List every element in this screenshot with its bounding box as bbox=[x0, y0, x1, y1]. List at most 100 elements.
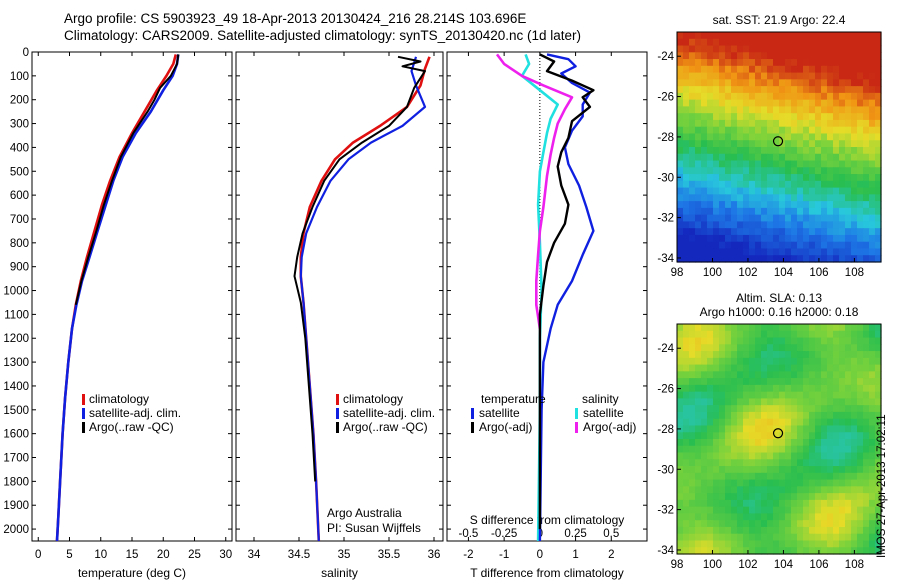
map-cell bbox=[725, 126, 732, 135]
map-cell bbox=[845, 214, 852, 223]
map-cell bbox=[731, 86, 738, 94]
map-cell bbox=[725, 174, 732, 182]
map-cell bbox=[803, 364, 810, 372]
map-cell bbox=[767, 119, 774, 128]
legend-title-temperature: temperature bbox=[481, 392, 546, 406]
map-cell bbox=[707, 119, 714, 128]
map-cell bbox=[839, 228, 846, 236]
map-cell bbox=[857, 466, 864, 474]
map-cell bbox=[743, 540, 750, 548]
map-cell bbox=[785, 194, 792, 202]
map-cell bbox=[785, 547, 792, 555]
map-cell bbox=[797, 65, 804, 74]
map-cell bbox=[821, 486, 828, 494]
map-cell bbox=[743, 153, 750, 162]
map-cell bbox=[857, 425, 864, 433]
map-cell bbox=[815, 65, 822, 74]
map-cell bbox=[803, 201, 810, 209]
map-cell bbox=[689, 106, 696, 114]
map-cell bbox=[773, 187, 780, 195]
map-cell bbox=[815, 153, 822, 162]
map-cell bbox=[857, 486, 864, 494]
map-cell bbox=[689, 499, 696, 508]
map-cell bbox=[827, 351, 834, 359]
map-cell bbox=[815, 92, 822, 101]
map-cell bbox=[707, 493, 714, 501]
map-cell bbox=[755, 384, 762, 393]
map-cell bbox=[695, 126, 702, 135]
map-cell bbox=[689, 52, 696, 60]
map-cell bbox=[767, 228, 774, 236]
map-cell bbox=[815, 72, 822, 80]
map-cell bbox=[689, 405, 696, 413]
map-cell bbox=[875, 92, 882, 101]
map-cell bbox=[833, 499, 840, 508]
map-cell bbox=[857, 432, 864, 440]
map-cell bbox=[815, 499, 822, 508]
map-cell bbox=[779, 466, 786, 474]
map-cell bbox=[701, 337, 708, 345]
map-cell bbox=[695, 113, 702, 121]
map-cell bbox=[737, 133, 744, 141]
map-cell bbox=[809, 391, 816, 400]
map-cell bbox=[827, 65, 834, 74]
map-cell bbox=[725, 106, 732, 114]
map-cell bbox=[719, 79, 726, 87]
map-cell bbox=[701, 52, 708, 60]
map-cell bbox=[851, 411, 858, 420]
map-cell bbox=[845, 466, 852, 474]
map-cell bbox=[863, 241, 870, 250]
map-cell bbox=[749, 228, 756, 236]
map-cell bbox=[779, 391, 786, 400]
map-cell bbox=[797, 140, 804, 148]
map-cell bbox=[743, 99, 750, 108]
map-cell bbox=[803, 384, 810, 393]
map-cell bbox=[689, 364, 696, 372]
map-cell bbox=[833, 241, 840, 250]
map-cell bbox=[779, 526, 786, 535]
map-cell bbox=[797, 513, 804, 521]
map-cell bbox=[713, 398, 720, 406]
map-cell bbox=[803, 79, 810, 87]
y-tick-label: 300 bbox=[10, 119, 29, 131]
map-cell bbox=[863, 187, 870, 195]
map-cell bbox=[731, 180, 738, 189]
map-cell bbox=[779, 439, 786, 447]
map-cell bbox=[755, 533, 762, 542]
map-cell bbox=[767, 344, 774, 352]
map-cell bbox=[689, 228, 696, 236]
map-cell bbox=[779, 133, 786, 141]
map-cell bbox=[773, 378, 780, 386]
map-x-tick-label: 104 bbox=[774, 267, 794, 279]
map-cell bbox=[869, 32, 876, 40]
map-cell bbox=[695, 472, 702, 481]
map-cell bbox=[677, 540, 684, 548]
map-cell bbox=[707, 452, 714, 460]
map-cell bbox=[737, 472, 744, 481]
map-cell bbox=[785, 214, 792, 223]
map-cell bbox=[767, 513, 774, 521]
map-cell bbox=[761, 234, 768, 243]
map-cell bbox=[785, 99, 792, 108]
map-cell bbox=[809, 425, 816, 433]
map-cell bbox=[875, 241, 882, 250]
map-cell bbox=[689, 201, 696, 209]
map-cell bbox=[701, 418, 708, 427]
map-cell bbox=[701, 459, 708, 467]
map-cell bbox=[725, 234, 732, 243]
map-cell bbox=[713, 357, 720, 366]
map-cell bbox=[863, 337, 870, 345]
map-cell bbox=[683, 38, 690, 47]
map-cell bbox=[791, 45, 798, 53]
map-cell bbox=[731, 499, 738, 508]
map-cell bbox=[743, 248, 750, 256]
map-cell bbox=[851, 398, 858, 406]
map-cell bbox=[731, 32, 738, 40]
map-cell bbox=[845, 526, 852, 535]
map-cell bbox=[863, 221, 870, 229]
map-cell bbox=[785, 221, 792, 229]
map-cell bbox=[869, 398, 876, 406]
map-cell bbox=[869, 59, 876, 67]
map-cell bbox=[695, 425, 702, 433]
map-cell bbox=[869, 371, 876, 379]
